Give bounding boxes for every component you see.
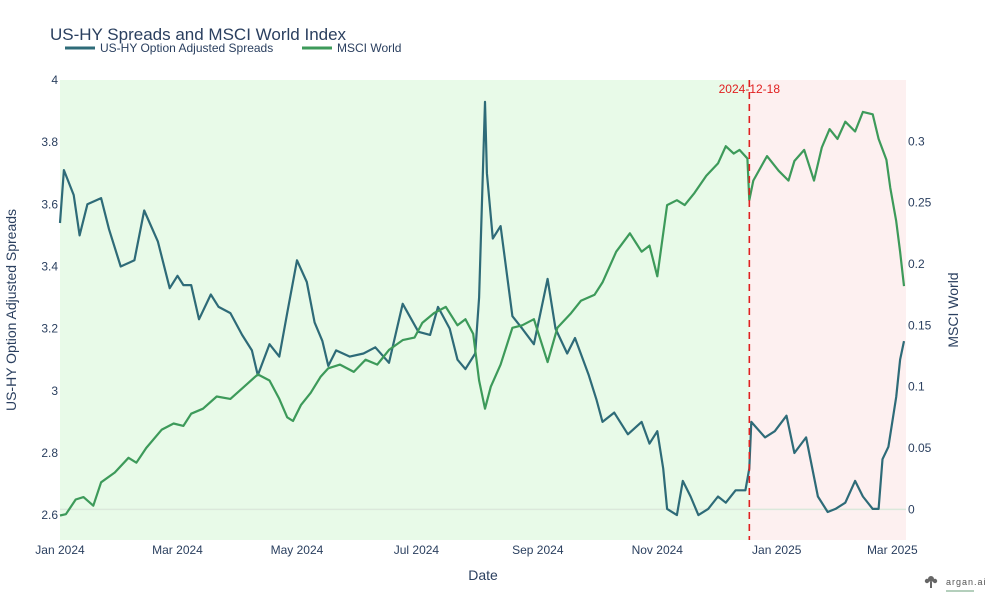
x-tick-label-7: Mar 2025 <box>867 543 918 557</box>
series-line-spreads <box>58 100 906 517</box>
x-tick-label-6: Jan 2025 <box>752 543 802 557</box>
y-right-tick-label-6: 0.3 <box>908 134 925 148</box>
series-line-msci <box>59 110 906 517</box>
y-left-tick-label-2: 3 <box>51 384 58 398</box>
region-0 <box>60 80 750 540</box>
x-axis-ticks: Jan 2024 Mar 2024 May 2024 Jul 2024 Sep 2024… <box>35 543 918 557</box>
y-left-tick-label-5: 3.6 <box>41 197 58 211</box>
shaded-regions <box>60 80 906 540</box>
annotation-label-0: 2024-12-18 <box>719 82 781 96</box>
legend: US-HY Option Adjusted Spreads MSCI World <box>65 41 401 55</box>
chart-title: US-HY Spreads and MSCI World Index <box>50 25 347 44</box>
x-axis-title: Date <box>468 567 498 583</box>
x-tick-label-5: Nov 2024 <box>632 543 684 557</box>
y-right-tick-label-4: 0.2 <box>908 257 925 271</box>
x-tick-label-2: May 2024 <box>271 543 324 557</box>
brand-logo: argan.ai <box>924 576 987 592</box>
y-right-tick-label-5: 0.25 <box>908 196 932 210</box>
y-right-axis-ticks: 0 0.05 0.1 0.15 0.2 0.25 0.3 <box>908 134 932 516</box>
y-left-tick-label-1: 2.8 <box>41 446 58 460</box>
region-1 <box>749 80 906 540</box>
x-tick-label-0: Jan 2024 <box>35 543 85 557</box>
y-left-tick-label-0: 2.6 <box>41 508 58 522</box>
x-tick-label-1: Mar 2024 <box>152 543 203 557</box>
tree-icon <box>924 576 938 588</box>
y-left-axis-ticks: 2.6 2.8 3 3.2 3.4 3.6 3.8 4 <box>41 73 58 522</box>
series-lines <box>58 100 906 517</box>
y-right-tick-label-1: 0.05 <box>908 441 932 455</box>
legend-label-spreads: US-HY Option Adjusted Spreads <box>100 41 273 55</box>
y-left-tick-label-4: 3.4 <box>41 259 58 273</box>
x-tick-label-3: Jul 2024 <box>394 543 440 557</box>
x-tick-label-4: Sep 2024 <box>512 543 564 557</box>
y-left-tick-label-7: 4 <box>51 73 58 87</box>
y-right-tick-label-3: 0.15 <box>908 318 932 332</box>
y-right-tick-label-2: 0.1 <box>908 380 925 394</box>
y-right-axis-title: MSCI World <box>945 272 961 347</box>
y-left-tick-label-6: 3.8 <box>41 135 58 149</box>
annotation-layer: 2024-12-18 <box>719 80 781 540</box>
legend-label-msci: MSCI World <box>337 41 401 55</box>
logo-text: argan.ai <box>946 577 987 587</box>
y-right-tick-label-0: 0 <box>908 502 915 516</box>
y-left-tick-label-3: 3.2 <box>41 322 58 336</box>
y-left-axis-title: US-HY Option Adjusted Spreads <box>3 209 19 411</box>
